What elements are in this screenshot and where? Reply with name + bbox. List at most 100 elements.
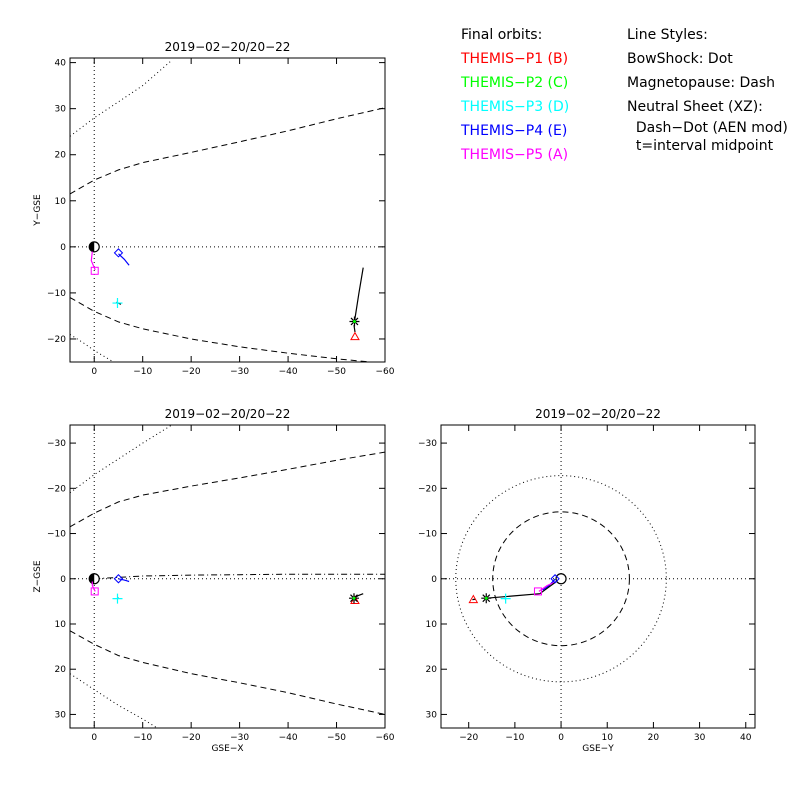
x-tick-label: 20 [648,733,660,743]
y-tick-label: 20 [55,665,67,675]
earth-night-side [89,573,95,584]
marker-p4-diamond [550,574,560,584]
x-tick-label: −60 [376,733,395,743]
magnetopause-curve [70,451,385,528]
x-tick-label: −60 [376,367,395,377]
bowshock-curve [70,673,158,728]
x-axis-label: GSE−X [211,744,243,754]
neutral-sheet-curve [94,573,385,580]
marker-p4-diamond [113,248,124,258]
x-tick-label: 0 [91,733,97,743]
x-tick-label: −30 [230,367,249,377]
x-tick-label: 0 [91,367,97,377]
x-tick-label: −10 [133,733,152,743]
x-tick-label: 40 [740,733,752,743]
orbit-track-p4 [118,253,130,266]
legend-probe-p3: THEMIS−P3 (D) [461,99,570,115]
x-tick-label: −30 [230,733,249,743]
magnetopause-curve [70,107,385,195]
x-tick-label: −20 [459,733,478,743]
plot-body [70,58,385,362]
panel-title: 2019−02−20/20−22 [535,407,661,421]
y-tick-label: −30 [47,439,66,449]
plot-body [70,425,385,728]
orbit-track-p4 [118,578,130,583]
marker-p3-plus [500,593,511,604]
y-tick-label: 30 [55,105,67,115]
orbit-track-p2 [486,593,540,599]
y-tick-label: 40 [55,59,67,69]
marker-p3-plus [112,593,123,604]
legend-probe-p1: THEMIS−P1 (B) [461,51,569,67]
x-tick-label: −10 [133,367,152,377]
marker-p3-plus [112,298,123,309]
y-tick-label: −30 [418,439,437,449]
y-tick-label: 20 [55,151,67,161]
x-axis-label: GSE−Y [582,744,614,754]
earth-night-side [89,241,95,252]
panel-2: 2019−02−20/20−22 0 −10 −20 −30 −40 −50 −60 30 20 1… [33,407,395,754]
x-tick-label: −50 [327,733,346,743]
line-styles-heading: Line Styles: [627,27,708,43]
marker-p1-triangle [350,331,360,341]
legend-probe-p2: THEMIS−P2 (C) [461,75,569,91]
panel-3: 2019−02−20/20−22 −20 −10 0 10 20 30 40 30 20 10 0 −1… [418,407,756,754]
x-tick-label: 30 [694,733,706,743]
legend-probe-p4: THEMIS−P4 (E) [461,123,568,139]
bowshock-circle [455,475,667,683]
y-axis-label: Z−GSE [33,560,43,592]
y-tick-label: −10 [47,289,66,299]
x-tick-label: −10 [505,733,524,743]
bowshock-curve [70,425,173,494]
bowshock-curve [70,59,173,137]
y-tick-label: −20 [418,484,437,494]
y-tick-label: −20 [47,335,66,345]
final-orbits-legend: Final orbits: THEMIS−P1 (B) THEMIS−P2 (C)… [461,23,569,167]
orbit-track-p4 [542,578,556,591]
y-tick-label: 10 [55,197,67,207]
y-tick-label: 0 [60,575,66,585]
magnetopause-circle [492,511,630,647]
y-tick-label: 0 [60,243,66,253]
marker-p2-asterisk-center [484,596,488,600]
plot-frame [69,424,386,729]
marker-p2-asterisk-center [352,319,356,323]
x-tick-label: −40 [279,733,298,743]
plot-body [441,425,755,728]
x-tick-label: 0 [558,733,564,743]
x-tick-label: −20 [182,367,201,377]
orbit-track-link [539,580,557,595]
y-tick-label: −20 [47,484,66,494]
y-tick-label: −10 [47,530,66,540]
magnetopause-curve [70,630,385,715]
marker-p1-triangle [468,594,479,604]
marker-p2-asterisk-center [352,596,356,600]
x-tick-label: −40 [279,367,298,377]
x-tick-label: −50 [327,367,346,377]
style-time-note: t=interval midpoint [627,138,774,154]
style-neutral-sheet: Neutral Sheet (XZ): [627,99,763,115]
legend-probe-p5: THEMIS−P5 (A) [461,147,569,163]
y-tick-label: 0 [431,575,437,585]
style-magnetopause: Magnetopause: Dash [627,75,776,91]
style-neutral-sheet-model: Dash−Dot (AEN mod) [627,120,788,136]
y-axis-label: Y−GSE [33,194,43,227]
y-tick-label: 10 [426,620,438,630]
x-tick-label: 10 [602,733,614,743]
panel-1: 2019−02−20/20−22 0 −10 −20 −30 −40 −50 −60 −20 −1… [33,40,395,377]
y-tick-label: −10 [418,530,437,540]
line-styles-legend: Line Styles: BowShock: Dot Magnetopause:… [627,23,788,155]
orbit-track-p5 [91,581,96,592]
panel-title: 2019−02−20/20−22 [165,407,291,421]
marker-p5-square [90,266,99,275]
marker-p4-diamond [113,574,124,584]
y-tick-label: 20 [426,665,438,675]
plot-frame [440,424,756,729]
y-tick-label: 30 [55,710,67,720]
marker-p5-square [90,587,99,596]
bowshock-curve [70,333,114,362]
orbit-track-p2 [353,267,364,322]
style-bowshock: BowShock: Dot [627,51,733,67]
plot-frame [69,57,386,363]
